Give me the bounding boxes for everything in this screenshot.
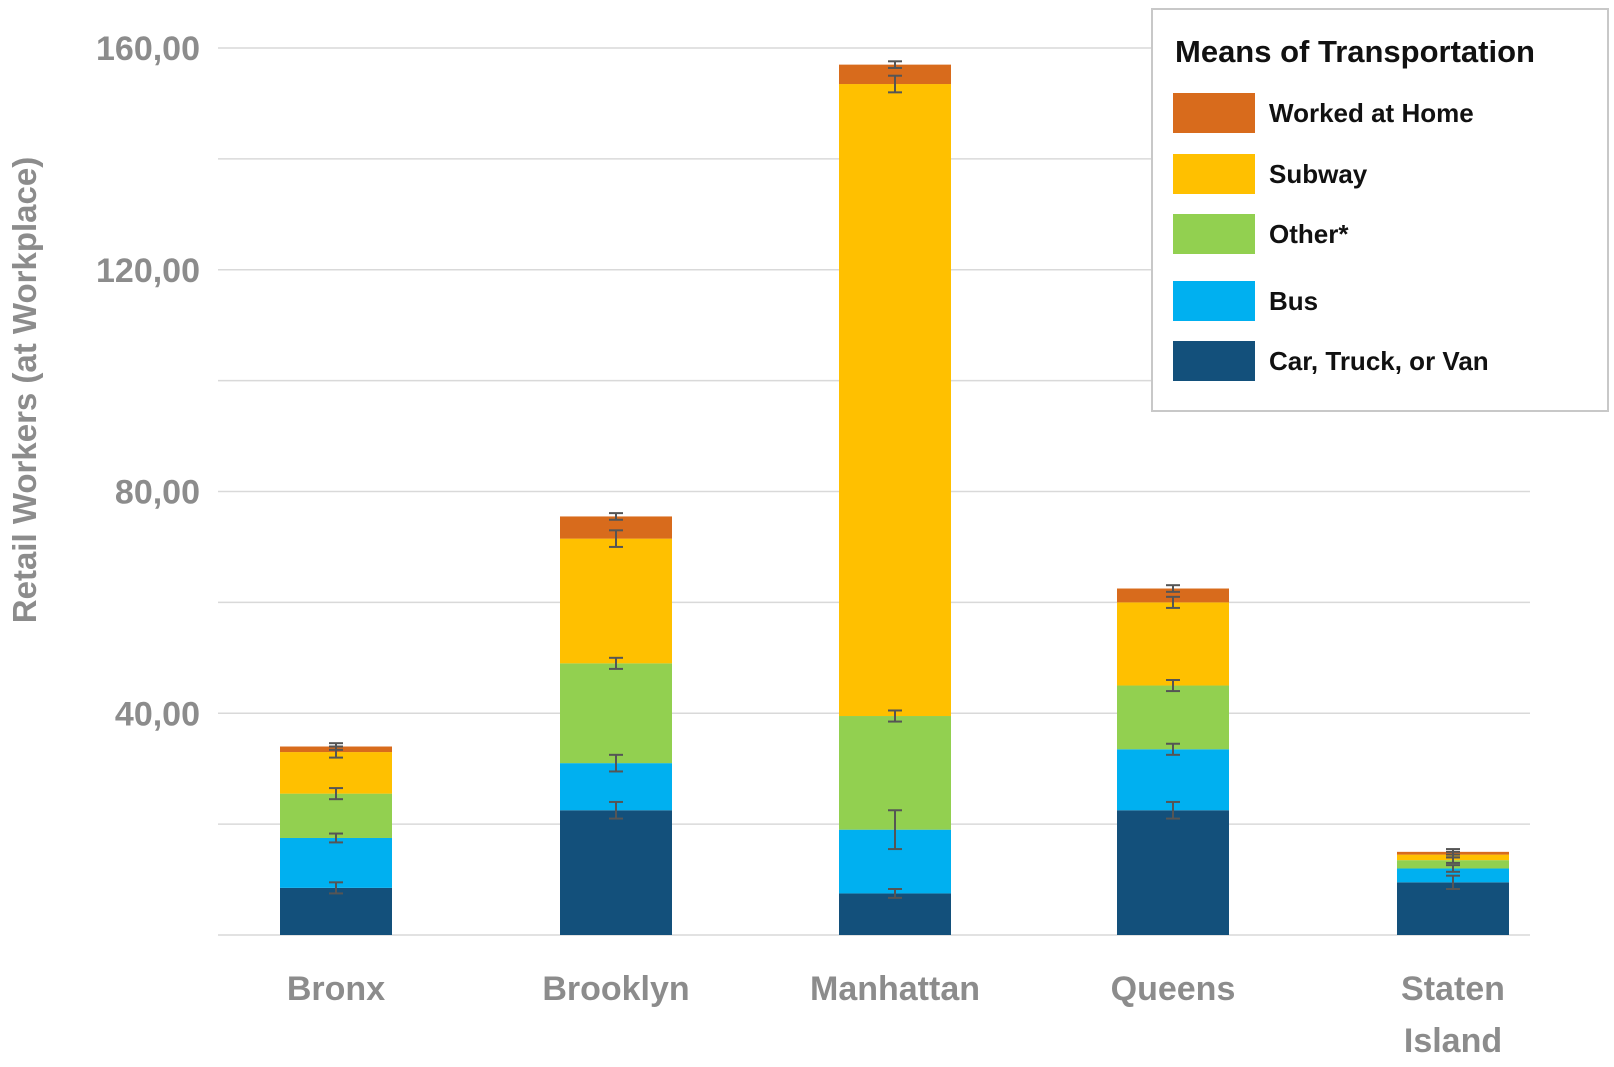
error-bars [329, 60, 1460, 899]
error-bar [888, 60, 902, 69]
legend-item: Bus [1173, 280, 1318, 322]
legend-label: Car, Truck, or Van [1269, 345, 1489, 376]
y-axis-tick-labels: 40,00 80,00 120,00 160,00 [96, 30, 200, 733]
x-category-label: Bronx [287, 970, 385, 1008]
legend-swatch [1173, 154, 1255, 194]
bar-segment [280, 793, 392, 838]
error-bar [1166, 584, 1180, 593]
x-category-label: Brooklyn [542, 970, 689, 1008]
y-tick-label: 80,00 [115, 474, 200, 512]
bar-segment [1117, 588, 1229, 603]
error-bar [1166, 595, 1180, 609]
bars [280, 64, 1509, 935]
error-bar [609, 529, 623, 548]
legend-label: Other* [1269, 218, 1349, 249]
x-category-label: Queens [1111, 970, 1236, 1008]
y-tick-label: 40,00 [115, 695, 200, 733]
legend-item: Car, Truck, or Van [1173, 340, 1489, 382]
legend-label: Worked at Home [1269, 97, 1474, 128]
legend-title: Means of Transportation [1175, 34, 1535, 69]
bar-segment [560, 538, 672, 664]
error-bar [888, 74, 902, 94]
error-bar [609, 753, 623, 773]
error-bar [888, 709, 902, 723]
legend: Means of Transportation Worked at Home Su… [1151, 8, 1609, 412]
legend-item: Worked at Home [1173, 92, 1474, 134]
bar-segment [839, 893, 951, 935]
error-bar [1166, 800, 1180, 820]
bar-segment [839, 64, 951, 85]
y-axis-title: Retail Workers (at Workplace) [6, 157, 43, 623]
bar-segment [1117, 685, 1229, 750]
bar-segment [1397, 882, 1509, 935]
error-bar [609, 656, 623, 670]
error-bar [888, 809, 902, 851]
error-bar [329, 787, 343, 801]
error-bar [609, 512, 623, 521]
x-category-label: Island [1404, 1022, 1502, 1060]
error-bar [1166, 678, 1180, 693]
bar-segment [1117, 602, 1229, 686]
error-bar [609, 800, 623, 820]
legend-label: Subway [1269, 158, 1368, 189]
legend-swatch [1173, 93, 1255, 133]
legend-item: Other* [1173, 213, 1348, 255]
legend-item: Subway [1173, 153, 1367, 195]
bar-segment [560, 810, 672, 935]
error-bar [329, 742, 343, 751]
x-axis-category-labels: Bronx Brooklyn Manhattan Queens Staten Island [287, 970, 1505, 1060]
error-bar [329, 881, 343, 895]
bar-segment [839, 84, 951, 717]
bar-segment [560, 516, 672, 539]
error-bar [329, 832, 343, 844]
bar-segment [560, 663, 672, 764]
x-category-label: Staten [1401, 970, 1505, 1008]
error-bar [1446, 864, 1460, 873]
bar-segment [280, 752, 392, 794]
bar-segment [280, 887, 392, 935]
legend-swatch [1173, 281, 1255, 321]
y-tick-label: 160,00 [96, 30, 200, 68]
error-bar [1166, 742, 1180, 756]
y-tick-label: 120,00 [96, 252, 200, 290]
legend-label: Bus [1269, 285, 1319, 316]
legend-swatch [1173, 341, 1255, 381]
error-bar [1446, 848, 1460, 856]
x-category-label: Manhattan [810, 970, 980, 1008]
bar-segment [280, 837, 392, 888]
error-bar [888, 887, 902, 899]
bar-segment [1117, 810, 1229, 935]
bar-segment [1117, 749, 1229, 811]
legend-swatch [1173, 214, 1255, 254]
error-bar [1446, 874, 1460, 890]
